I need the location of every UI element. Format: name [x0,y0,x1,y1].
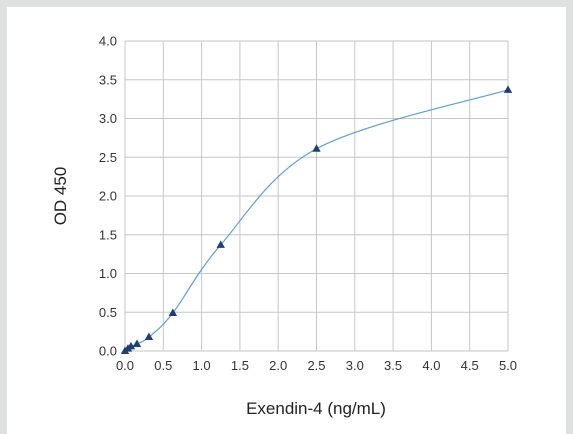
x-tick-label: 5.0 [499,358,517,373]
y-tick-label: 1.5 [99,227,117,242]
data-point [132,339,142,348]
x-tick-label: 1.0 [193,358,211,373]
x-tick-label: 4.0 [422,358,440,373]
y-tick-label: 3.0 [99,111,117,126]
y-tick-label: 4.0 [99,34,117,49]
y-axis-label: OD 450 [51,167,70,226]
x-tick-labels: 0.0 0.5 1.0 1.5 2.0 2.5 3.0 3.5 4.0 4.5 5.0 [116,358,517,373]
y-tick-label: 0.5 [99,305,117,320]
x-tick-label: 4.5 [461,358,479,373]
x-tick-label: 2.0 [269,358,287,373]
data-point [312,144,321,152]
gridlines [124,40,509,352]
x-tick-label: 1.5 [231,358,249,373]
y-tick-label: 1.0 [99,266,117,281]
y-tick-label: 2.5 [99,150,117,165]
x-tick-label: 2.5 [307,358,325,373]
data-point [144,332,154,341]
data-points [120,85,513,354]
x-tick-label: 3.0 [346,358,364,373]
x-tick-label: 3.5 [384,358,402,373]
data-point [503,85,513,93]
x-tick-label: 0.5 [154,358,172,373]
data-point [126,341,136,350]
y-tick-label: 3.5 [99,72,117,87]
x-tick-label: 0.0 [116,358,134,373]
data-point [168,308,178,317]
y-tick-label: 0.0 [99,344,117,359]
data-point [216,240,225,248]
x-axis-label: Exendin-4 (ng/mL) [246,399,386,418]
y-tick-label: 2.0 [99,189,117,204]
y-tick-labels: 0.0 0.5 1.0 1.5 2.0 2.5 3.0 3.5 4.0 [99,34,117,359]
